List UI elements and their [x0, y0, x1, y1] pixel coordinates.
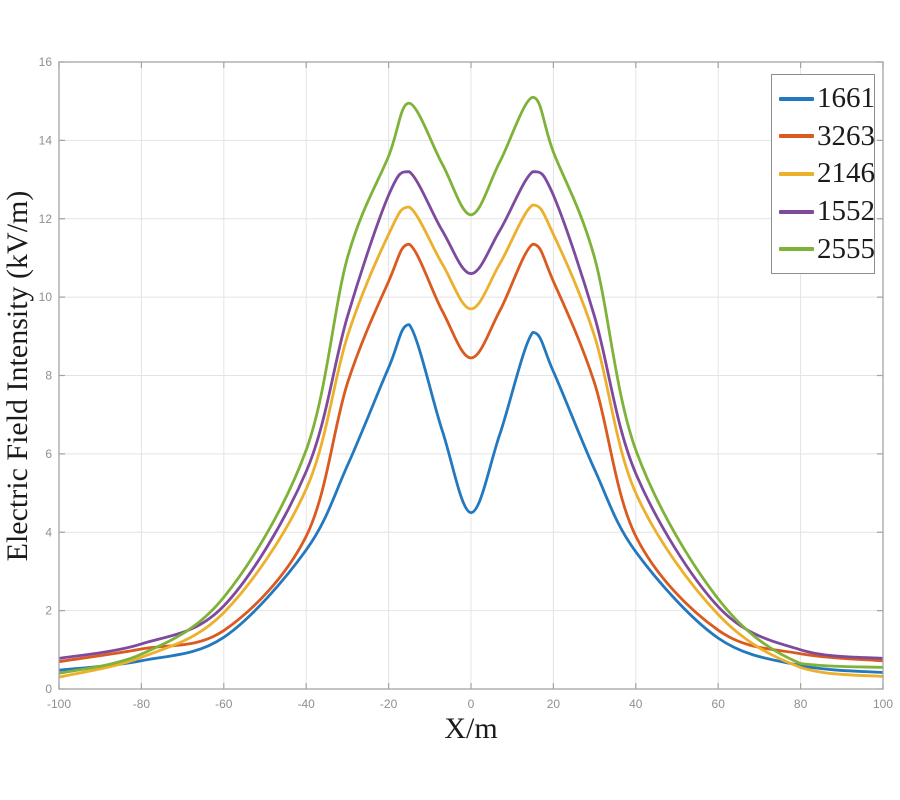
- y-tick-label: 16: [39, 55, 53, 69]
- y-axis-label: Electric Field Intensity (kV/m): [1, 191, 34, 562]
- legend-entry-1661: 1661: [779, 82, 875, 115]
- series-line-2146: [59, 203, 883, 679]
- x-tick-label: 20: [547, 697, 561, 711]
- curves: [59, 95, 883, 679]
- x-tick-label: 40: [629, 697, 643, 711]
- legend-label: 3263: [817, 119, 875, 152]
- x-axis-label: X/m: [444, 712, 497, 745]
- y-tick-label: 12: [39, 212, 53, 226]
- legend: 1661 3263 2146 1552 2555: [771, 74, 875, 274]
- legend-label: 2146: [817, 157, 875, 190]
- x-tick-label: 60: [712, 697, 726, 711]
- x-tick-label: 0: [468, 697, 475, 711]
- legend-label: 1661: [817, 82, 875, 115]
- axes-frame: [58, 61, 884, 690]
- legend-label: 2555: [817, 232, 875, 265]
- y-tick-label: 0: [45, 682, 52, 696]
- y-tick-label: 6: [45, 447, 52, 461]
- x-tick-label: -40: [298, 697, 316, 711]
- x-tick-label: 80: [794, 697, 808, 711]
- y-tick-label: 8: [45, 369, 52, 383]
- x-tick-label: -20: [380, 697, 398, 711]
- series-line-3263: [59, 242, 883, 663]
- x-tick-label: -60: [215, 697, 233, 711]
- y-tick-label: 14: [39, 133, 53, 147]
- x-tick-label: -80: [133, 697, 151, 711]
- legend-line-swatch: [779, 134, 814, 139]
- gridlines: [59, 62, 883, 689]
- legend-label: 1552: [817, 195, 875, 228]
- x-tick-label: -100: [47, 697, 71, 711]
- legend-line-swatch: [779, 171, 814, 176]
- y-tick-label: 10: [39, 290, 53, 304]
- y-tick-label: 4: [45, 525, 52, 539]
- legend-entry-2555: 2555: [779, 232, 875, 265]
- legend-entry-2146: 2146: [779, 157, 875, 190]
- series-line-1552: [59, 170, 883, 660]
- legend-entry-3263: 3263: [779, 119, 875, 152]
- legend-entry-1552: 1552: [779, 195, 875, 228]
- tick-labels: -100 -80 -60 -40 -20 0 20 40 60 80 100 0 2 4 6 8 10 12 14 1…: [39, 55, 894, 711]
- legend-line-swatch: [779, 247, 814, 252]
- y-tick-label: 2: [45, 604, 52, 618]
- legend-line-swatch: [779, 96, 814, 101]
- series-line-1661: [59, 323, 883, 674]
- series-line-2555: [59, 95, 883, 675]
- x-tick-label: 100: [873, 697, 893, 711]
- legend-line-swatch: [779, 209, 814, 214]
